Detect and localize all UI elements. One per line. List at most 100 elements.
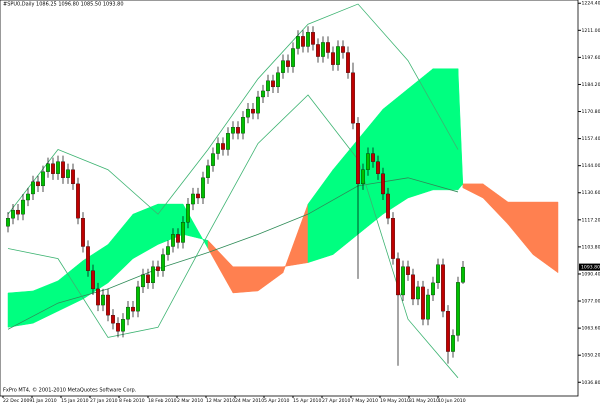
candle-body [121, 319, 125, 332]
candle-body [166, 246, 170, 255]
candle-body [171, 234, 175, 247]
footer: FxPro MT4, © 2001-2010 MetaQuotes Softwa… [3, 387, 137, 394]
x-tick-label: 24 Mar 2010 [235, 398, 264, 404]
candle-body [206, 165, 210, 178]
candle-body [226, 133, 230, 150]
y-tick-label: 1077.00 [582, 299, 600, 305]
cloud-segment [232, 266, 259, 294]
candle-body [461, 266, 465, 283]
y-tick-label: 1211.00 [582, 28, 600, 34]
candle-body [271, 80, 275, 88]
x-tick-label: 2 Mar 2010 [177, 398, 203, 404]
candle-body [351, 72, 355, 124]
candle-body [401, 266, 405, 296]
candle-body [131, 306, 135, 312]
x-tick-label: 7 May 2010 [351, 398, 378, 404]
candle-body [356, 123, 360, 185]
candle-body [31, 181, 35, 195]
candle-body [51, 163, 55, 174]
candle-body [181, 222, 185, 243]
candle-body [301, 36, 305, 47]
candle-body [411, 274, 415, 300]
candle-body [66, 169, 70, 178]
candle-body [306, 32, 310, 47]
last-price-label: 1093.80 [581, 265, 600, 271]
candle-body [231, 127, 235, 134]
candle-body [6, 218, 10, 227]
candle-body [331, 52, 335, 65]
y-tick-label: 1130.60 [582, 190, 600, 196]
indicator-line [7, 94, 459, 379]
x-tick-label: 12 Mar 2010 [206, 398, 235, 404]
candle-body [381, 173, 385, 195]
candle-body [336, 46, 340, 65]
candle-body [391, 218, 395, 259]
x-tick-label: 19 May 2010 [380, 398, 410, 404]
y-tick-label: 1197.60 [582, 55, 600, 61]
y-tick-label: 1117.20 [582, 217, 600, 223]
last-price-box [579, 263, 600, 271]
candle-body [311, 32, 315, 45]
candle-body [16, 209, 20, 215]
candle-body [446, 310, 450, 352]
candle-body [361, 169, 365, 185]
indicator-line [7, 3, 459, 215]
candle-body [426, 294, 430, 320]
x-tick-label: 31 May 2010 [409, 398, 439, 404]
candle-body [341, 46, 345, 53]
x-tick-label: 22 Dec 2009 [3, 398, 32, 404]
candle-body [296, 36, 300, 49]
candle-body [106, 294, 110, 316]
x-tick-label: 1 Jan 2010 [32, 398, 57, 404]
y-tick-label: 1184.20 [582, 82, 600, 88]
y-tick-label: 1050.20 [582, 353, 600, 359]
candle-body [56, 161, 60, 174]
candle-body [436, 264, 440, 284]
candle-body [346, 52, 350, 73]
x-tick-label: 10 Jun 2010 [438, 398, 466, 404]
candle-body [456, 282, 460, 336]
cloud-segment [432, 68, 459, 191]
candle-body [136, 286, 140, 312]
y-tick-label: 1157.40 [582, 136, 600, 142]
x-tick-label: 18 Feb 2010 [148, 398, 177, 404]
candle-body [416, 286, 420, 300]
candle-body [126, 306, 130, 320]
candle-body [141, 274, 145, 288]
candle-body [71, 169, 75, 185]
candle-body [316, 44, 320, 57]
candle-body [281, 60, 285, 73]
chart-title: #SPU0,Daily 1086.25 1096.80 1085.50 1093… [3, 2, 124, 8]
candle-body [81, 218, 85, 247]
candle-body [286, 60, 290, 67]
candle-body [96, 288, 100, 306]
candle-body [291, 48, 295, 67]
candle-body [146, 274, 150, 284]
candle-body [21, 199, 25, 215]
candle-body [371, 153, 375, 162]
y-tick-label: 1090.40 [582, 271, 600, 277]
candle-body [116, 323, 120, 332]
candle-body [256, 96, 260, 114]
candle-body [41, 171, 45, 187]
x-tick-label: 15 Apr 2010 [293, 398, 321, 404]
x-tick-label: 8 Feb 2010 [119, 398, 145, 404]
candle-body [451, 335, 455, 352]
candle-body [211, 153, 215, 166]
y-tick-label: 1063.60 [582, 326, 600, 332]
candle-body [276, 72, 280, 88]
y-tick-label: 1036.80 [582, 380, 600, 386]
candle-body [91, 270, 95, 290]
candle-body [241, 117, 245, 134]
candle-body [161, 254, 165, 271]
candle-body [186, 203, 190, 223]
x-tick-label: 27 Apr 2010 [322, 398, 350, 404]
candle-body [61, 161, 65, 178]
candle-body [441, 264, 445, 312]
candle-body [261, 90, 265, 98]
candle-body [111, 315, 115, 324]
cloud-segment [7, 290, 34, 328]
x-tick-label: 27 Jan 2010 [90, 398, 118, 404]
candle-body [36, 181, 40, 187]
